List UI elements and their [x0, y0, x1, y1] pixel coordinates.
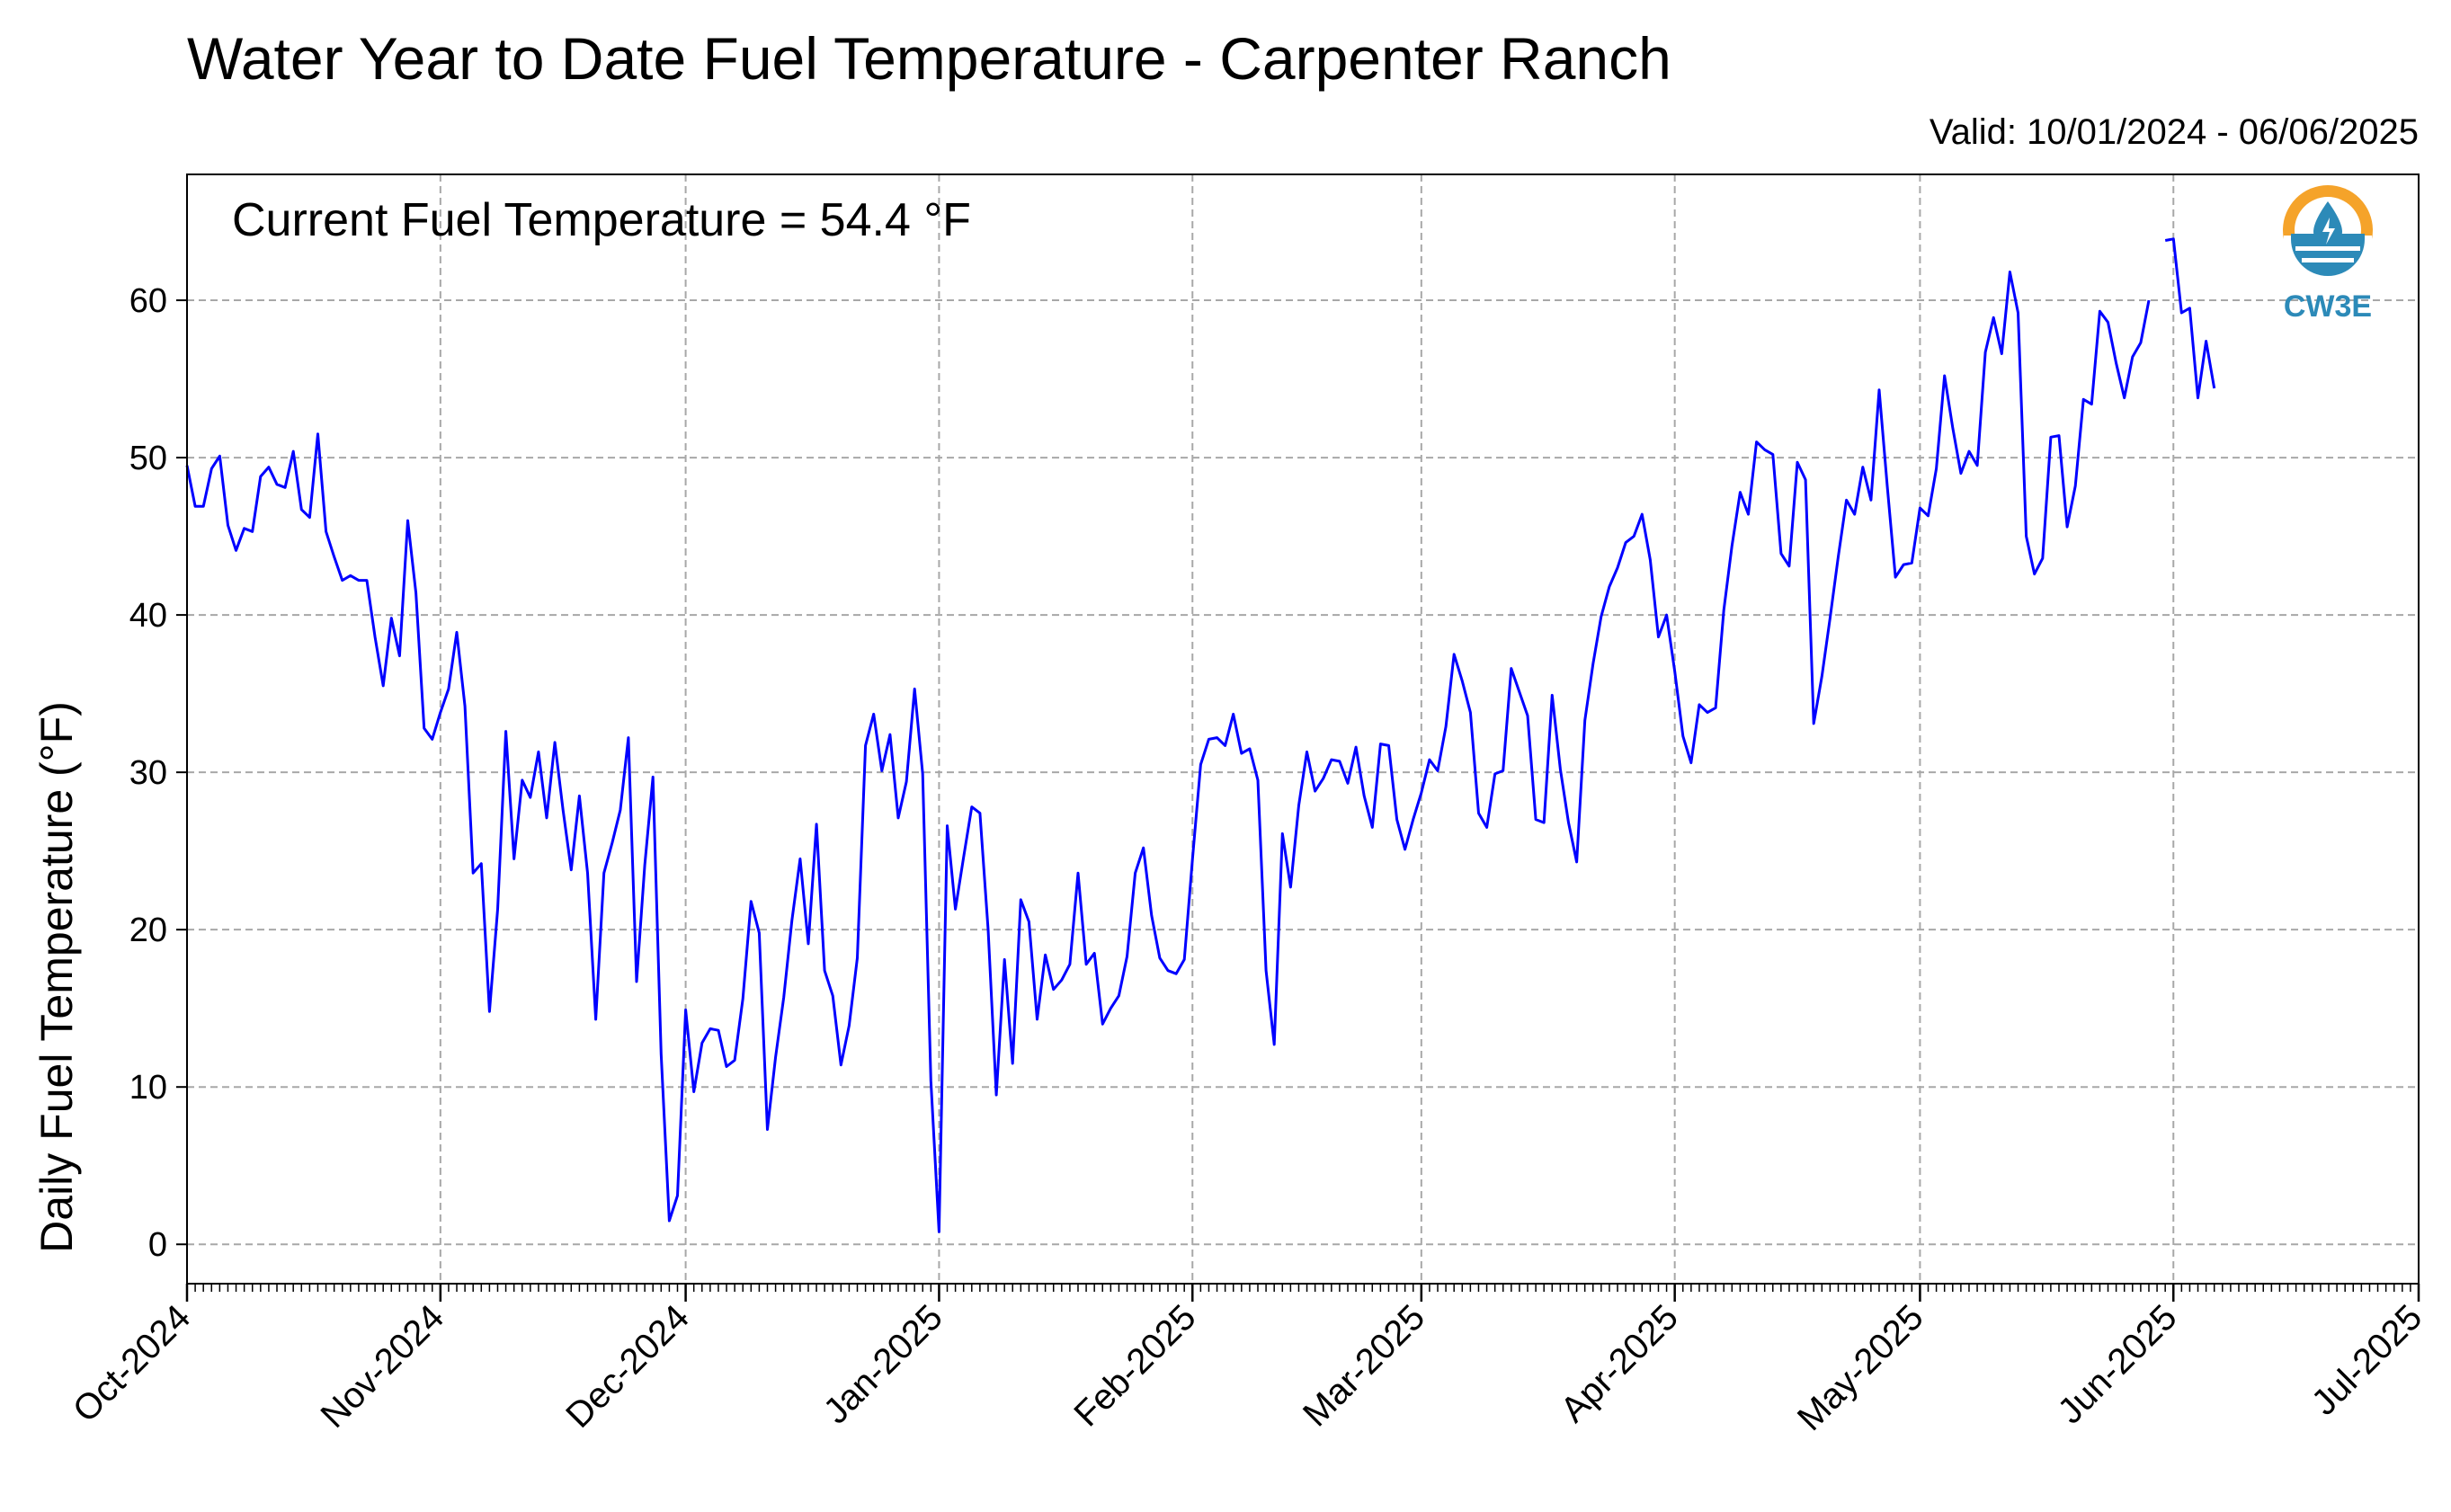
- series-line: [2164, 237, 2216, 400]
- current-temperature-annotation: Current Fuel Temperature = 54.4 °F: [232, 194, 971, 246]
- y-tick-label: 30: [129, 754, 167, 792]
- y-tick-label: 0: [148, 1226, 167, 1264]
- y-tick-label: 20: [129, 912, 167, 949]
- x-axis-ticks: Oct-2024 Nov-2024 Dec-2024 Jan-2025 Feb-2025…: [66, 1284, 2429, 1438]
- x-tick-label: Feb-2025: [1066, 1297, 1203, 1434]
- y-tick-label: 10: [129, 1069, 167, 1107]
- x-tick-label: Jun-2025: [2051, 1297, 2185, 1431]
- y-axis-label: Daily Fuel Temperature (°F): [31, 701, 82, 1253]
- grid-lines: [187, 174, 2419, 1284]
- x-tick-label: May-2025: [1790, 1297, 1931, 1438]
- x-tick-label: Jan-2025: [816, 1297, 950, 1431]
- x-tick-label: Dec-2024: [558, 1297, 697, 1436]
- logo-text: CW3E: [2284, 289, 2372, 324]
- x-tick-label: Jul-2025: [2304, 1297, 2430, 1423]
- cw3e-logo-icon: [2283, 185, 2373, 277]
- series-line: [185, 271, 2151, 1233]
- chart-title: Water Year to Date Fuel Temperature - Ca…: [187, 25, 1671, 92]
- plot-frame: [186, 173, 2420, 1285]
- x-tick-label: Oct-2024: [66, 1297, 198, 1429]
- x-tick-label: Apr-2025: [1554, 1297, 1686, 1429]
- x-tick-label: Nov-2024: [313, 1297, 451, 1436]
- y-tick-label: 60: [129, 282, 167, 320]
- y-tick-label: 50: [129, 440, 167, 477]
- y-tick-label: 40: [129, 597, 167, 635]
- series-line-group: [185, 237, 2216, 1233]
- x-tick-label: Mar-2025: [1296, 1297, 1432, 1434]
- chart-subtitle: Valid: 10/01/2024 - 06/06/2025: [1930, 112, 2419, 152]
- cw3e-logo: CW3E: [2283, 185, 2373, 324]
- y-axis-ticks: 0 10 20 30 40 50 60: [129, 282, 187, 1264]
